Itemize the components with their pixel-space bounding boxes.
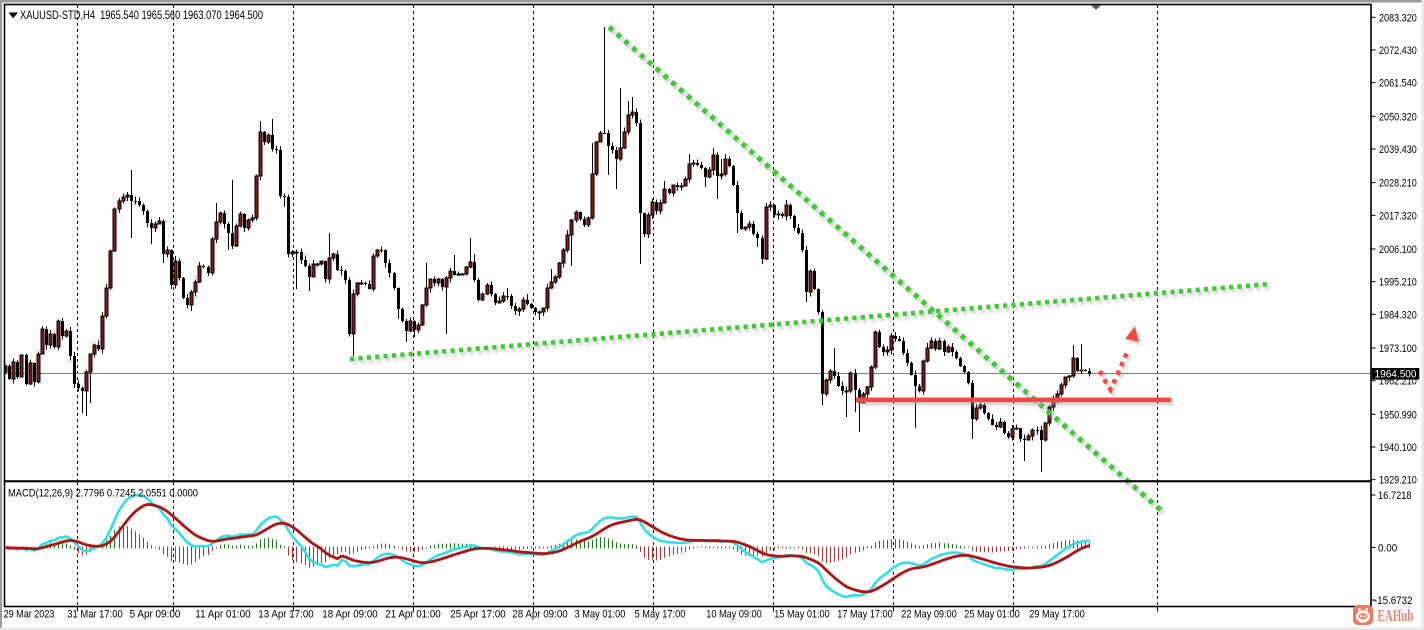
svg-text:21 Apr 01:00: 21 Apr 01:00	[385, 609, 440, 621]
svg-text:1964.500: 1964.500	[1375, 369, 1417, 381]
svg-text:1950.990: 1950.990	[1379, 409, 1417, 421]
svg-text:2072.430: 2072.430	[1379, 45, 1417, 57]
svg-text:MACD(12,26,9) 2.7796 0.7245 2.: MACD(12,26,9) 2.7796 0.7245 2.0551 0.000…	[8, 488, 198, 500]
svg-text:2083.320: 2083.320	[1379, 12, 1417, 24]
svg-text:1973.100: 1973.100	[1379, 343, 1417, 355]
svg-text:5 Apr 09:00: 5 Apr 09:00	[130, 609, 181, 621]
svg-text:16.7218: 16.7218	[1378, 490, 1412, 502]
svg-text:EAHub: EAHub	[1378, 606, 1414, 625]
svg-text:17 May 17:00: 17 May 17:00	[837, 609, 892, 621]
svg-text:10 May 09:00: 10 May 09:00	[706, 609, 761, 621]
svg-text:1929.210: 1929.210	[1379, 475, 1417, 487]
svg-text:1940.100: 1940.100	[1379, 442, 1417, 454]
svg-text:18 Apr 09:00: 18 Apr 09:00	[322, 609, 377, 621]
svg-text:2006.100: 2006.100	[1379, 244, 1417, 256]
svg-text:3 May 01:00: 3 May 01:00	[575, 609, 626, 621]
svg-text:5 May 17:00: 5 May 17:00	[635, 609, 686, 621]
svg-text:11 Apr 01:00: 11 Apr 01:00	[195, 609, 250, 621]
svg-text:15 May 01:00: 15 May 01:00	[774, 609, 829, 621]
svg-text:29 Mar 2023: 29 Mar 2023	[4, 609, 55, 621]
svg-text:2061.540: 2061.540	[1379, 78, 1417, 90]
svg-text:1984.320: 1984.320	[1379, 309, 1417, 321]
svg-text:1995.210: 1995.210	[1379, 277, 1417, 289]
svg-text:2028.210: 2028.210	[1379, 178, 1417, 190]
svg-text:2039.430: 2039.430	[1379, 144, 1417, 156]
svg-text:28 Apr 09:00: 28 Apr 09:00	[512, 609, 567, 621]
svg-text:XAUUSD-STD,H4 1965.540 1965.5: XAUUSD-STD,H4 1965.540 1965.560 1963.070…	[20, 8, 263, 22]
svg-text:0.00: 0.00	[1378, 543, 1397, 555]
svg-text:31 Mar 17:00: 31 Mar 17:00	[67, 609, 122, 621]
svg-text:25 May 01:00: 25 May 01:00	[964, 609, 1019, 621]
svg-text:25 Apr 17:00: 25 Apr 17:00	[450, 609, 505, 621]
svg-text:22 May 09:00: 22 May 09:00	[901, 609, 956, 621]
svg-text:-15.6732: -15.6732	[1374, 595, 1412, 607]
svg-text:2017.320: 2017.320	[1379, 210, 1417, 222]
svg-text:13 Apr 17:00: 13 Apr 17:00	[258, 609, 313, 621]
svg-text:29 May 17:00: 29 May 17:00	[1029, 609, 1084, 621]
svg-text:2050.320: 2050.320	[1379, 111, 1417, 123]
